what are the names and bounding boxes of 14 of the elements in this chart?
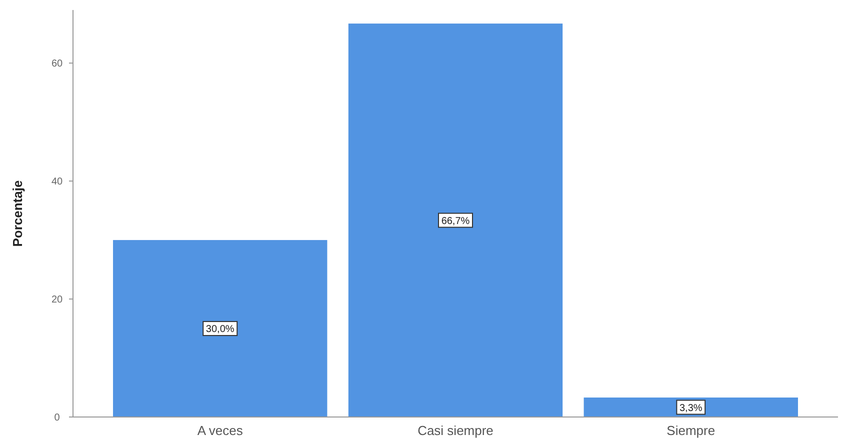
y-axis-title: Porcentaje xyxy=(10,180,25,247)
x-tick-label: A veces xyxy=(197,423,244,438)
y-tick-label: 40 xyxy=(51,176,63,188)
bar xyxy=(113,240,328,417)
x-tick-label: Siempre xyxy=(666,423,716,438)
bar xyxy=(584,398,798,417)
data-label: 30,0% xyxy=(206,324,234,336)
y-tick-label: 20 xyxy=(51,294,63,306)
x-tick-label: Casi siempre xyxy=(418,423,494,438)
bar xyxy=(348,24,563,417)
y-tick-label: 60 xyxy=(51,58,63,70)
data-label: 66,7% xyxy=(441,216,470,227)
data-label: 3,3% xyxy=(679,402,702,414)
y-tick-label: 0 xyxy=(54,412,60,424)
